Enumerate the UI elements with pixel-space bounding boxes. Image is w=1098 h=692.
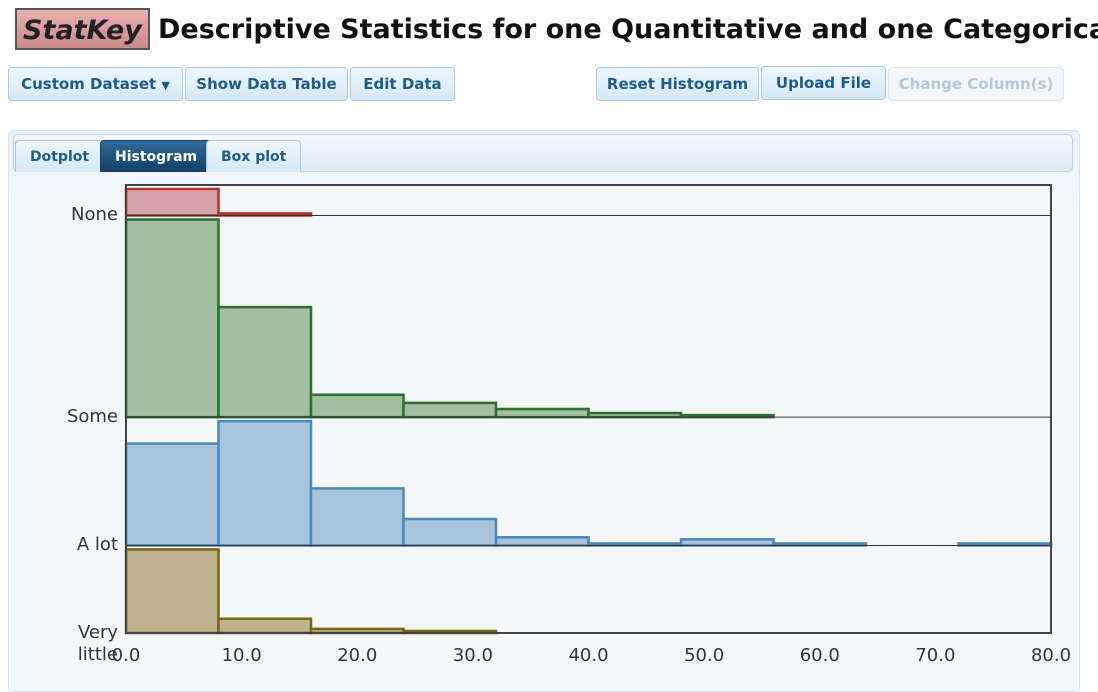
histogram-bar <box>124 442 220 547</box>
x-tick-label: 80.0 <box>1031 645 1071 666</box>
x-tick-label: 50.0 <box>684 645 724 666</box>
histogram-chart: 0.0 10.0 20.0 30.0 40.0 50.0 60.0 70.0 80.0 <box>112 184 1071 666</box>
x-tick-label: 0.0 <box>112 645 141 666</box>
category-label: Some <box>66 406 118 428</box>
logo: StatKey <box>15 8 150 50</box>
histogram-bar <box>402 401 498 419</box>
histogram-bar <box>217 419 313 547</box>
histogram-bar <box>217 305 313 419</box>
tab[interactable]: Histogram <box>100 140 213 172</box>
histogram-bar <box>309 393 405 419</box>
x-tick-label: 60.0 <box>800 645 840 666</box>
category-label: A lot <box>76 534 118 556</box>
page: StatKey Descriptive Statistics for one Q… <box>8 8 1098 692</box>
button: Change Column(s) <box>888 67 1064 101</box>
button-label: Custom Dataset <box>21 75 157 93</box>
category-label: Very little <box>77 622 118 665</box>
histogram-bar <box>124 187 220 217</box>
histogram-bar <box>494 407 590 419</box>
button[interactable]: Upload File <box>761 66 886 100</box>
button[interactable]: Edit Data <box>350 67 455 101</box>
histogram-bar <box>587 411 683 419</box>
histogram-bar <box>217 617 313 635</box>
histogram-bar <box>494 536 590 547</box>
button[interactable]: Show Data Table <box>185 67 348 101</box>
x-tick-label: 20.0 <box>337 645 377 666</box>
category-label: None <box>71 204 118 226</box>
histogram-bar <box>124 548 220 635</box>
dataset-button[interactable]: Custom Dataset ▼ <box>8 67 183 101</box>
histogram-bar <box>124 218 220 419</box>
page-title: Descriptive Statistics for one Quantitat… <box>158 14 1098 45</box>
x-tick-label: 70.0 <box>915 645 955 666</box>
histogram-bar <box>309 487 405 547</box>
tab[interactable]: Box plot <box>206 140 302 172</box>
plot-frame <box>125 184 1052 634</box>
x-tick-label: 10.0 <box>222 645 262 666</box>
histogram-bar <box>402 517 498 547</box>
tab[interactable]: Dotplot <box>15 140 105 172</box>
button[interactable]: Reset Histogram <box>596 67 759 101</box>
histogram-bar <box>679 538 775 547</box>
x-tick-label: 30.0 <box>453 645 493 666</box>
x-tick-label: 40.0 <box>568 645 608 666</box>
